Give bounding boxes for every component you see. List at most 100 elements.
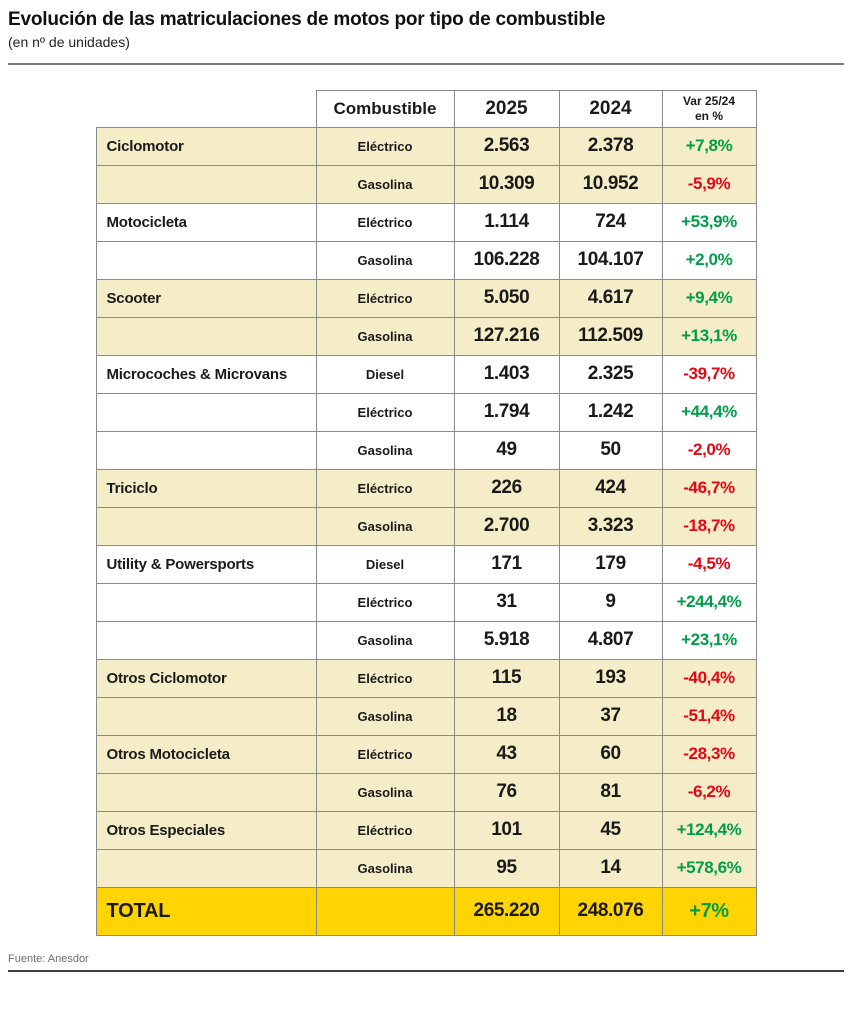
table-row: Scooter Eléctrico 5.050 4.617 +9,4% — [95, 278, 757, 318]
total-fuel-cell — [315, 886, 455, 936]
value-2024-cell: 4.807 — [558, 620, 663, 660]
category-cell — [95, 620, 317, 660]
table-row: Ciclomotor Eléctrico 2.563 2.378 +7,8% — [95, 126, 757, 166]
value-2025-cell: 1.114 — [453, 202, 560, 242]
value-2024-cell: 724 — [558, 202, 663, 242]
category-cell: Otros Motocicleta — [95, 734, 317, 774]
column-header-variation: Var 25/24 en % — [661, 89, 757, 128]
fuel-cell: Gasolina — [315, 240, 455, 280]
table-row: Otros Ciclomotor Eléctrico 115 193 -40,4% — [95, 658, 757, 698]
table-row: Gasolina 76 81 -6,2% — [95, 772, 757, 812]
value-2024-cell: 14 — [558, 848, 663, 888]
variation-cell: -2,0% — [661, 430, 757, 470]
fuel-cell: Gasolina — [315, 316, 455, 356]
category-cell — [95, 164, 317, 204]
fuel-cell: Eléctrico — [315, 278, 455, 318]
variation-cell: -51,4% — [661, 696, 757, 736]
category-cell — [95, 392, 317, 432]
value-2024-cell: 50 — [558, 430, 663, 470]
value-2025-cell: 95 — [453, 848, 560, 888]
category-cell: Scooter — [95, 278, 317, 318]
value-2024-cell: 112.509 — [558, 316, 663, 356]
variation-cell: +7,8% — [661, 126, 757, 166]
fuel-cell: Eléctrico — [315, 582, 455, 622]
header-block: Evolución de las matriculaciones de moto… — [0, 0, 852, 50]
table-row: Gasolina 5.918 4.807 +23,1% — [95, 620, 757, 660]
fuel-cell: Gasolina — [315, 772, 455, 812]
total-row: TOTAL 265.220 248.076 +7% — [95, 886, 757, 936]
table-row: Microcoches & Microvans Diesel 1.403 2.325-… — [95, 354, 757, 394]
variation-cell: +2,0% — [661, 240, 757, 280]
table-row: Motocicleta Eléctrico 1.114 724 +53,9% — [95, 202, 757, 242]
source-note: Fuente: Anesdor — [8, 952, 89, 965]
fuel-cell: Gasolina — [315, 164, 455, 204]
value-2024-cell: 45 — [558, 810, 663, 850]
value-2025-cell: 127.216 — [453, 316, 560, 356]
category-cell: Motocicleta — [95, 202, 317, 242]
value-2024-cell: 2.325 — [558, 354, 663, 394]
value-2025-cell: 76 — [453, 772, 560, 812]
fuel-cell: Eléctrico — [315, 658, 455, 698]
fuel-table-body: Ciclomotor Eléctrico 2.563 2.378 +7,8% Gasoli… — [95, 126, 757, 888]
category-cell: Ciclomotor — [95, 126, 317, 166]
fuel-cell: Eléctrico — [315, 392, 455, 432]
variation-cell: +9,4% — [661, 278, 757, 318]
variation-cell: -39,7% — [661, 354, 757, 394]
category-cell — [95, 696, 317, 736]
value-2025-cell: 115 — [453, 658, 560, 698]
value-2025-cell: 171 — [453, 544, 560, 584]
table-row: Gasolina 18 37 -51,4% — [95, 696, 757, 736]
table-row: Triciclo Eléctrico 226 424 -46,7% — [95, 468, 757, 508]
fuel-cell: Eléctrico — [315, 810, 455, 850]
table-row: Otros Especiales Eléctrico 101 45 +124,4% — [95, 810, 757, 850]
value-2024-cell: 2.378 — [558, 126, 663, 166]
category-cell — [95, 582, 317, 622]
fuel-cell: Eléctrico — [315, 202, 455, 242]
value-2025-cell: 18 — [453, 696, 560, 736]
fuel-cell: Gasolina — [315, 696, 455, 736]
variation-cell: -4,5% — [661, 544, 757, 584]
value-2024-cell: 10.952 — [558, 164, 663, 204]
value-2025-cell: 43 — [453, 734, 560, 774]
value-2025-cell: 2.563 — [453, 126, 560, 166]
value-2025-cell: 31 — [453, 582, 560, 622]
fuel-cell: Eléctrico — [315, 126, 455, 166]
category-cell: Microcoches & Microvans — [95, 354, 317, 394]
page-title: Evolución de las matriculaciones de moto… — [8, 9, 606, 30]
variation-cell: -5,9% — [661, 164, 757, 204]
fuel-cell: Eléctrico — [315, 468, 455, 508]
table-row: Otros Motocicleta Eléctrico 43 60 -28,3% — [95, 734, 757, 774]
fuel-cell: Gasolina — [315, 848, 455, 888]
value-2024-cell: 9 — [558, 582, 663, 622]
category-cell: Utility & Powersports — [95, 544, 317, 584]
category-cell — [95, 316, 317, 356]
value-2025-cell: 5.918 — [453, 620, 560, 660]
header-blank-cell — [96, 90, 316, 127]
category-cell: Otros Especiales — [95, 810, 317, 850]
table-header-row: Combustible 2025 2024 Var 25/24 en % — [96, 89, 757, 128]
variation-cell: +244,4% — [661, 582, 757, 622]
category-cell — [95, 772, 317, 812]
total-label-cell: TOTAL — [95, 886, 317, 936]
column-header-2025: 2025 — [453, 89, 560, 128]
value-2025-cell: 1.403 — [453, 354, 560, 394]
variation-cell: -6,2% — [661, 772, 757, 812]
fuel-cell: Gasolina — [315, 430, 455, 470]
total-variation-cell: +7% — [661, 886, 757, 936]
fuel-cell: Eléctrico — [315, 734, 455, 774]
variation-cell: +124,4% — [661, 810, 757, 850]
category-cell — [95, 240, 317, 280]
bottom-divider — [8, 969, 844, 972]
variation-cell: +53,9% — [661, 202, 757, 242]
value-2024-cell: 81 — [558, 772, 663, 812]
category-cell: Triciclo — [95, 468, 317, 508]
table-row: Gasolina 106.228 104.107 +2,0% — [95, 240, 757, 280]
variation-header-line1: Var 25/24 — [682, 94, 736, 109]
value-2024-cell: 37 — [558, 696, 663, 736]
registrations-table: Combustible 2025 2024 Var 25/24 en % Cic… — [95, 89, 757, 936]
table-row: Eléctrico 31 9 +244,4% — [95, 582, 757, 622]
value-2025-cell: 2.700 — [453, 506, 560, 546]
category-cell — [95, 506, 317, 546]
value-2025-cell: 101 — [453, 810, 560, 850]
